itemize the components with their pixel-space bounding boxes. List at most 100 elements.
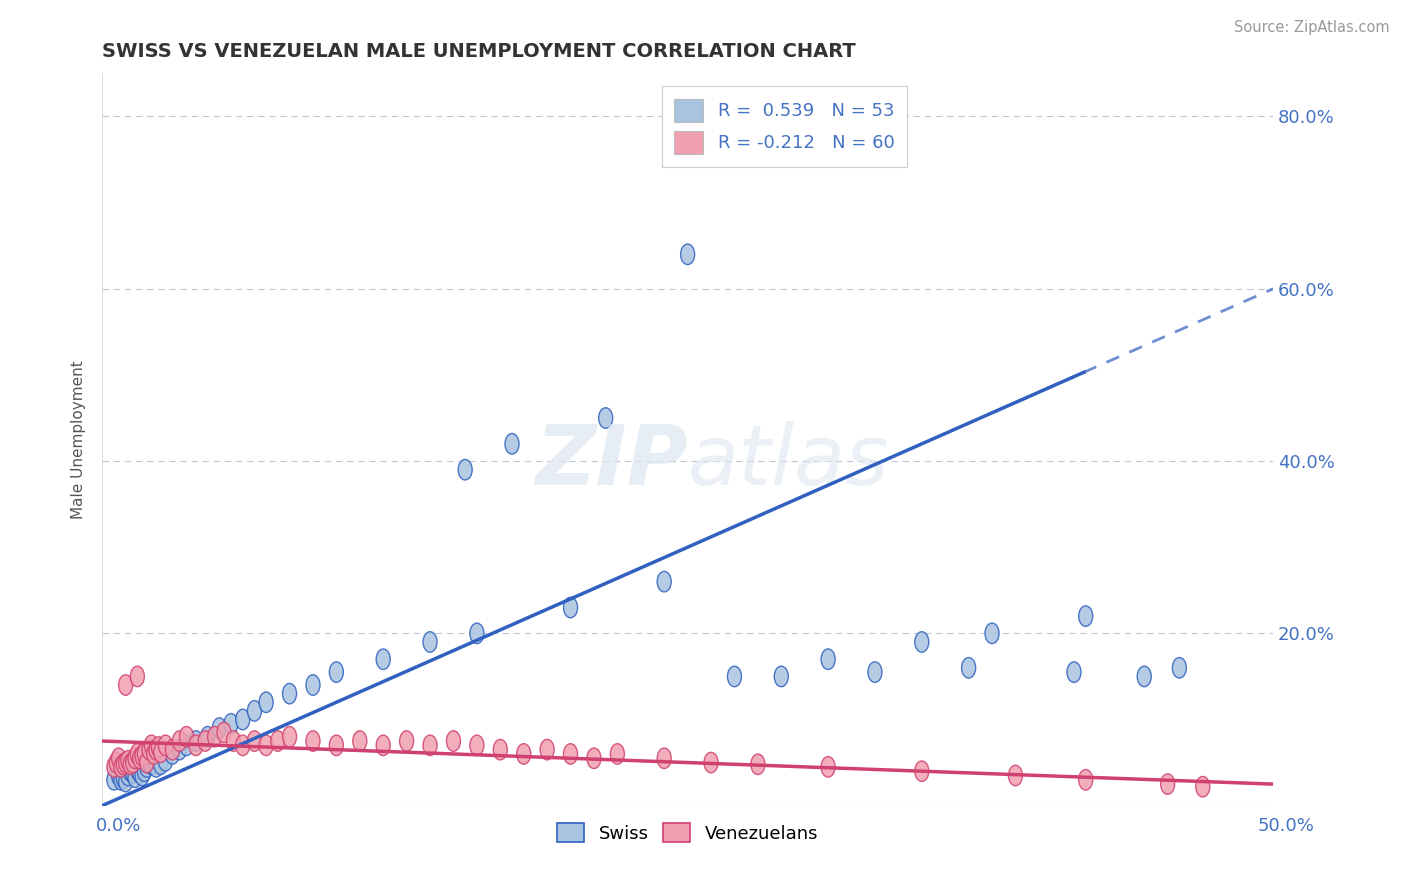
- Ellipse shape: [180, 726, 194, 747]
- Ellipse shape: [138, 761, 152, 781]
- Ellipse shape: [125, 763, 139, 783]
- Ellipse shape: [208, 726, 222, 747]
- Ellipse shape: [505, 434, 519, 454]
- Ellipse shape: [1008, 765, 1022, 786]
- Ellipse shape: [135, 746, 149, 766]
- Ellipse shape: [915, 761, 929, 781]
- Text: 50.0%: 50.0%: [1258, 817, 1315, 835]
- Ellipse shape: [1160, 774, 1174, 795]
- Ellipse shape: [117, 754, 131, 774]
- Ellipse shape: [173, 739, 187, 760]
- Ellipse shape: [146, 744, 160, 764]
- Ellipse shape: [247, 731, 262, 751]
- Ellipse shape: [173, 731, 187, 751]
- Ellipse shape: [188, 735, 202, 756]
- Ellipse shape: [271, 731, 285, 751]
- Ellipse shape: [166, 744, 180, 764]
- Ellipse shape: [470, 735, 484, 756]
- Ellipse shape: [124, 754, 138, 774]
- Ellipse shape: [128, 748, 142, 769]
- Ellipse shape: [540, 739, 554, 760]
- Ellipse shape: [142, 752, 156, 772]
- Ellipse shape: [131, 744, 145, 764]
- Text: 0.0%: 0.0%: [96, 817, 141, 835]
- Ellipse shape: [307, 674, 321, 695]
- Ellipse shape: [1173, 657, 1187, 678]
- Ellipse shape: [111, 748, 125, 769]
- Ellipse shape: [610, 744, 624, 764]
- Ellipse shape: [198, 731, 212, 751]
- Ellipse shape: [128, 767, 142, 788]
- Ellipse shape: [1195, 776, 1209, 797]
- Ellipse shape: [329, 662, 343, 682]
- Ellipse shape: [564, 744, 578, 764]
- Ellipse shape: [132, 748, 146, 769]
- Ellipse shape: [1078, 606, 1092, 626]
- Ellipse shape: [1078, 770, 1092, 790]
- Ellipse shape: [599, 408, 613, 428]
- Ellipse shape: [236, 735, 250, 756]
- Ellipse shape: [775, 666, 789, 687]
- Ellipse shape: [564, 598, 578, 618]
- Ellipse shape: [657, 748, 671, 769]
- Ellipse shape: [118, 674, 132, 695]
- Ellipse shape: [180, 735, 194, 756]
- Text: atlas: atlas: [688, 421, 889, 502]
- Ellipse shape: [114, 756, 128, 777]
- Ellipse shape: [751, 754, 765, 774]
- Text: Source: ZipAtlas.com: Source: ZipAtlas.com: [1233, 20, 1389, 35]
- Ellipse shape: [821, 756, 835, 777]
- Ellipse shape: [139, 752, 153, 772]
- Ellipse shape: [124, 761, 138, 781]
- Y-axis label: Male Unemployment: Male Unemployment: [72, 360, 86, 519]
- Ellipse shape: [283, 726, 297, 747]
- Ellipse shape: [188, 731, 202, 751]
- Ellipse shape: [915, 632, 929, 652]
- Ellipse shape: [146, 748, 160, 769]
- Legend: R =  0.539   N = 53, R = -0.212   N = 60: R = 0.539 N = 53, R = -0.212 N = 60: [662, 87, 907, 167]
- Ellipse shape: [259, 692, 273, 713]
- Ellipse shape: [125, 752, 139, 772]
- Ellipse shape: [458, 459, 472, 480]
- Ellipse shape: [145, 754, 159, 774]
- Ellipse shape: [283, 683, 297, 704]
- Ellipse shape: [704, 752, 718, 772]
- Ellipse shape: [110, 752, 124, 772]
- Ellipse shape: [149, 739, 163, 760]
- Ellipse shape: [153, 742, 167, 763]
- Ellipse shape: [247, 700, 262, 721]
- Ellipse shape: [149, 756, 163, 777]
- Text: ZIP: ZIP: [536, 421, 688, 502]
- Ellipse shape: [259, 735, 273, 756]
- Ellipse shape: [107, 770, 121, 790]
- Ellipse shape: [145, 735, 159, 756]
- Ellipse shape: [236, 709, 250, 730]
- Ellipse shape: [224, 714, 238, 734]
- Ellipse shape: [868, 662, 882, 682]
- Ellipse shape: [159, 750, 173, 771]
- Ellipse shape: [217, 723, 231, 743]
- Ellipse shape: [821, 649, 835, 670]
- Ellipse shape: [447, 731, 461, 751]
- Ellipse shape: [329, 735, 343, 756]
- Ellipse shape: [986, 624, 1000, 644]
- Ellipse shape: [107, 756, 121, 777]
- Ellipse shape: [135, 765, 149, 786]
- Ellipse shape: [399, 731, 413, 751]
- Ellipse shape: [131, 666, 145, 687]
- Ellipse shape: [377, 735, 391, 756]
- Ellipse shape: [657, 572, 671, 592]
- Ellipse shape: [114, 770, 128, 790]
- Ellipse shape: [152, 737, 166, 757]
- Ellipse shape: [226, 731, 240, 751]
- Ellipse shape: [423, 735, 437, 756]
- Ellipse shape: [201, 726, 215, 747]
- Ellipse shape: [516, 744, 530, 764]
- Ellipse shape: [132, 763, 146, 783]
- Ellipse shape: [353, 731, 367, 751]
- Ellipse shape: [142, 739, 156, 760]
- Ellipse shape: [962, 657, 976, 678]
- Ellipse shape: [138, 744, 152, 764]
- Ellipse shape: [121, 750, 135, 771]
- Ellipse shape: [307, 731, 321, 751]
